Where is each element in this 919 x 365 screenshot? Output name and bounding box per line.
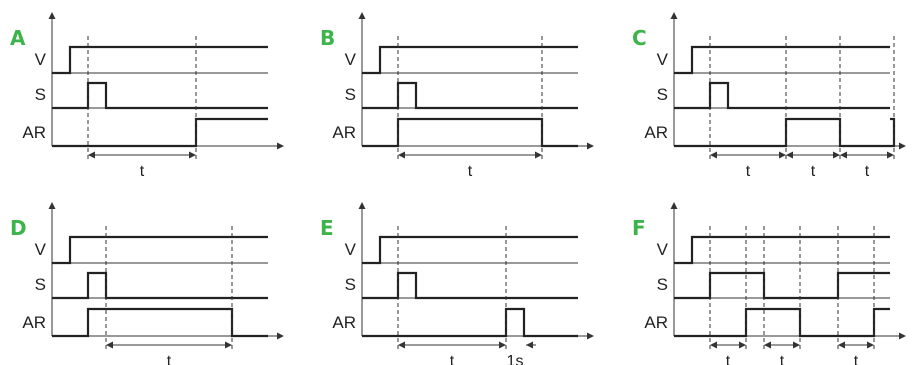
dim-arrow-icon <box>786 151 793 159</box>
panel-letter: B <box>320 26 335 50</box>
ar-axis-arrow-icon <box>587 332 594 340</box>
signal-label-v: V <box>657 240 669 259</box>
signal-label-ar: AR <box>22 123 46 142</box>
dim-arrow-icon <box>106 341 113 349</box>
waveform-v <box>52 235 268 265</box>
signal-label-v: V <box>35 240 47 259</box>
waveform-ar <box>362 307 578 338</box>
interval-label: t <box>854 353 859 365</box>
waveform-s <box>52 81 268 110</box>
signal-label-v: V <box>35 50 47 69</box>
dim-arrow-icon <box>764 341 771 349</box>
signal-label-s: S <box>657 85 668 104</box>
ar-axis-arrow-icon <box>277 142 284 150</box>
interval-label: t <box>450 353 455 365</box>
signal-label-ar: AR <box>644 313 668 332</box>
dim-arrow-icon <box>535 151 542 159</box>
time-axis-arrow-icon <box>358 202 366 209</box>
interval-label: t <box>167 353 172 365</box>
interval-label: t <box>726 353 731 365</box>
waveform-ar <box>52 117 268 148</box>
panel-d: DVS AR t <box>10 202 284 365</box>
dim-arrow-icon <box>398 341 405 349</box>
interval-label: t <box>746 163 751 180</box>
signal-label-ar: AR <box>332 313 356 332</box>
waveform-v <box>362 235 578 265</box>
panel-letter: F <box>632 216 646 240</box>
ar-axis-arrow-icon <box>899 142 906 150</box>
time-axis-arrow-icon <box>670 12 678 19</box>
dim-arrow-icon <box>793 341 800 349</box>
waveform-s <box>674 271 890 300</box>
panel-letter: D <box>10 216 27 240</box>
signal-label-s: S <box>657 275 668 294</box>
panel-b: BVS AR t <box>320 12 594 180</box>
signal-label-v: V <box>657 50 669 69</box>
signal-label-s: S <box>345 85 356 104</box>
time-axis-arrow-icon <box>48 12 56 19</box>
dim-arrow-icon <box>398 151 405 159</box>
dim-arrow-icon <box>739 341 746 349</box>
dim-arrow-icon <box>887 151 894 159</box>
time-axis-arrow-icon <box>358 12 366 19</box>
waveform-ar <box>52 307 268 338</box>
dim-arrow-icon <box>867 341 874 349</box>
panel-letter: E <box>320 216 334 240</box>
waveform-ar <box>674 307 890 338</box>
interval-label: t <box>811 163 816 180</box>
panel-letter: C <box>632 26 647 50</box>
panel-a: AVS AR t <box>10 12 284 180</box>
waveform-s <box>362 81 578 110</box>
signal-label-s: S <box>345 275 356 294</box>
interval-label: t <box>780 353 785 365</box>
waveform-ar <box>674 117 896 148</box>
interval-label: t <box>140 163 145 180</box>
panel-e: EVS AR t 1s <box>320 202 594 365</box>
dim-arrow-icon <box>833 151 840 159</box>
dim-arrow-icon <box>838 341 845 349</box>
waveform-v <box>674 45 890 75</box>
dim-arrow-icon <box>225 341 232 349</box>
dim-arrow-icon <box>526 341 533 349</box>
waveform-v <box>362 45 578 75</box>
panel-letter: A <box>10 26 26 50</box>
signal-label-s: S <box>35 85 46 104</box>
ar-axis-arrow-icon <box>587 142 594 150</box>
dim-arrow-icon <box>779 151 786 159</box>
interval-label: t <box>865 163 870 180</box>
waveform-v <box>674 235 890 265</box>
signal-label-s: S <box>35 275 46 294</box>
ar-axis-arrow-icon <box>277 332 284 340</box>
dim-arrow-icon <box>710 151 717 159</box>
waveform-s <box>674 81 890 110</box>
time-axis-arrow-icon <box>670 202 678 209</box>
signal-label-v: V <box>345 50 357 69</box>
panel-f: FVS AR t t t <box>632 202 906 365</box>
waveform-v <box>52 45 268 75</box>
dim-arrow-icon <box>710 341 717 349</box>
dim-arrow-icon <box>840 151 847 159</box>
dim-arrow-icon <box>88 151 95 159</box>
waveform-s <box>362 271 578 300</box>
ar-axis-arrow-icon <box>899 332 906 340</box>
interval-label: t <box>468 163 473 180</box>
panel-c: CVS AR t t t <box>632 12 906 180</box>
signal-label-ar: AR <box>332 123 356 142</box>
waveform-ar <box>362 117 578 148</box>
signal-label-v: V <box>345 240 357 259</box>
time-axis-arrow-icon <box>48 202 56 209</box>
signal-label-ar: AR <box>644 123 668 142</box>
signal-label-ar: AR <box>22 313 46 332</box>
dim-arrow-icon <box>189 151 196 159</box>
waveform-s <box>52 271 268 300</box>
interval-label: 1s <box>507 353 524 365</box>
